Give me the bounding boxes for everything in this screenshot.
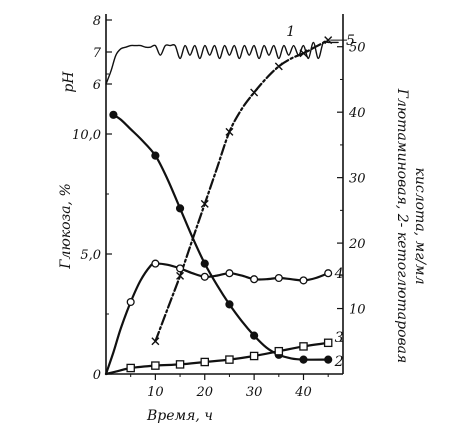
ph-tick-label: 8 <box>93 14 101 29</box>
right-tick-label: 20 <box>348 237 366 252</box>
series-3-point <box>225 355 234 364</box>
series-2-point <box>299 355 308 364</box>
series-2-point <box>151 151 160 160</box>
right-tick-label: 40 <box>348 106 366 121</box>
series-4-point <box>250 275 259 284</box>
series-4-line <box>104 262 330 376</box>
series-1-label: 1 <box>286 24 295 40</box>
glucose-axis-title: Глюкоза, % <box>58 183 74 269</box>
series-5-point <box>324 36 333 45</box>
glucose-tick-label: 5,0 <box>80 248 101 263</box>
series-3-point <box>175 360 185 369</box>
series-2-point <box>250 331 259 340</box>
x-tick-label: 30 <box>246 385 263 400</box>
labels-layer: 1 2 3 4 5 <box>286 24 355 370</box>
ph-axis-title: pH <box>61 71 77 93</box>
right-axis-title-line-2: кислота, мг/мл <box>412 167 428 284</box>
series-3-point <box>299 342 308 351</box>
x-tick-label: 10 <box>147 385 164 400</box>
curves-layer <box>104 39 339 376</box>
series-5-point <box>225 127 234 136</box>
series-4-point <box>151 259 160 268</box>
glucose-tick-label: 10,0 <box>72 128 101 143</box>
series-5-point <box>200 199 209 208</box>
series-5-point <box>274 62 283 71</box>
right-tick-label: 50 <box>349 41 366 56</box>
axes-layer: 10 20 30 40 0 5,0 10,0 6 7 8 10 20 30 40 50 <box>72 14 366 400</box>
right-axis-title-line-1: Глютаминовая, 2- кетоглютаровая <box>394 88 410 364</box>
series-1-line <box>105 40 339 85</box>
series-2-point <box>109 110 118 119</box>
series-4-label: 4 <box>334 266 344 282</box>
series-4-point <box>225 269 234 278</box>
series-3-point <box>249 351 259 361</box>
markers-layer <box>109 36 333 373</box>
x-tick-label: 20 <box>195 385 213 400</box>
series-2-label: 2 <box>334 354 344 370</box>
x-tick-label: 40 <box>294 385 312 400</box>
series-5-point <box>250 88 259 97</box>
glucose-tick-label: 0 <box>93 368 101 383</box>
right-tick-label: 30 <box>349 172 366 187</box>
series-3-point <box>323 338 333 348</box>
series-2-line <box>112 113 330 361</box>
x-axis-title: Время, ч <box>146 408 213 424</box>
series-3-point <box>151 361 160 370</box>
series-4-point <box>176 264 185 273</box>
right-tick-label: 10 <box>349 303 366 318</box>
series-3-point <box>126 363 135 373</box>
series-3-label: 3 <box>335 330 344 346</box>
series-3-point <box>200 357 209 367</box>
series-4-point <box>324 269 333 278</box>
series-5-point <box>299 49 308 58</box>
series-3-point <box>274 346 284 356</box>
series-2-point <box>225 300 234 309</box>
series-4-point <box>274 273 283 283</box>
series-5-point <box>176 271 185 280</box>
series-2-point <box>200 259 209 268</box>
series-4-point <box>200 272 209 281</box>
series-5-line <box>154 39 330 343</box>
series-5-point <box>151 337 160 346</box>
series-2-point <box>175 204 185 213</box>
series-2-point <box>324 355 333 364</box>
series-5-label: 5 <box>346 33 355 49</box>
ph-tick-label: 6 <box>93 78 101 93</box>
series-4-point <box>299 276 308 285</box>
series-4-point <box>126 297 135 307</box>
ph-tick-label: 7 <box>93 46 102 61</box>
